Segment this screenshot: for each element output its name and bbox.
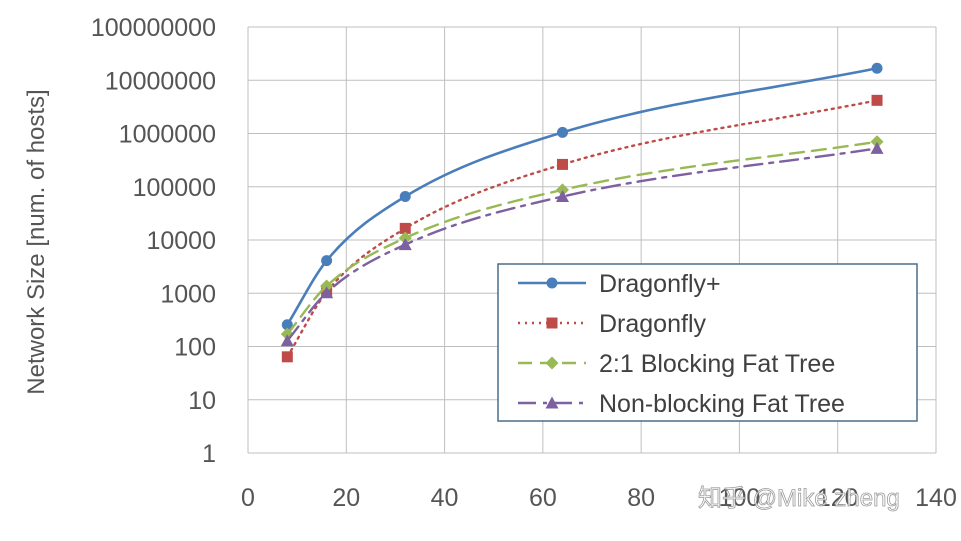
- triangle-marker: [398, 238, 412, 251]
- y-tick-label: 100: [174, 334, 216, 362]
- triangle-marker: [280, 334, 294, 347]
- y-tick-label: 100000000: [91, 14, 216, 42]
- legend: Dragonfly+ Dragonfly 2:1 Blocking Fat Tree…: [497, 263, 918, 422]
- circle-marker: [557, 126, 569, 138]
- tick-labels: 1101001000100001000001000000100000001000…: [91, 14, 957, 512]
- x-tick-label: 20: [332, 484, 360, 512]
- circle-marker: [321, 255, 333, 267]
- legend-entry-label: 2:1 Blocking Fat Tree: [599, 350, 835, 378]
- square-marker: [546, 317, 558, 329]
- series-line: [286, 99, 879, 359]
- y-tick-label: 10000000: [105, 67, 216, 95]
- triangle-marker: [320, 286, 334, 299]
- square-marker: [281, 351, 293, 363]
- y-tick-label: 100000: [133, 174, 216, 202]
- circle-marker: [281, 319, 293, 331]
- triangle-marker: [545, 396, 559, 409]
- legend-entry-label: Dragonfly: [599, 310, 706, 338]
- y-tick-label: 10: [188, 387, 216, 415]
- x-tick-label: 120: [817, 484, 859, 512]
- triangle-marker: [556, 190, 570, 203]
- watermark: 知乎 @Mike zheng: [698, 485, 900, 512]
- circle-marker: [399, 191, 411, 203]
- x-tick-label: 80: [627, 484, 655, 512]
- legend-box: [497, 263, 918, 422]
- series-line: [286, 140, 879, 336]
- circle-marker: [871, 62, 883, 74]
- diamond-marker: [556, 183, 570, 197]
- x-tick-label: 100: [719, 484, 761, 512]
- diamond-marker: [398, 231, 412, 245]
- x-tick-label: 60: [529, 484, 557, 512]
- y-tick-label: 1000: [160, 280, 216, 308]
- y-tick-label: 10000: [146, 227, 216, 255]
- triangle-marker: [870, 141, 884, 154]
- x-tick-label: 40: [431, 484, 459, 512]
- circle-marker: [546, 277, 558, 289]
- legend-entry-label: Dragonfly+: [599, 270, 721, 298]
- diamond-marker: [545, 356, 559, 370]
- x-tick-label: 140: [915, 484, 957, 512]
- square-marker: [871, 94, 883, 106]
- x-tick-label: 0: [241, 484, 255, 512]
- legend-entry-label: Non-blocking Fat Tree: [599, 390, 845, 418]
- y-tick-label: 1000000: [119, 121, 216, 149]
- diamond-marker: [870, 135, 884, 149]
- square-marker: [557, 158, 569, 170]
- y-tick-label: 1: [202, 440, 216, 468]
- square-marker: [399, 222, 411, 234]
- y-axis-label: Network Size [num. of hosts]: [23, 89, 50, 394]
- diamond-marker: [320, 279, 334, 293]
- series: [280, 62, 884, 363]
